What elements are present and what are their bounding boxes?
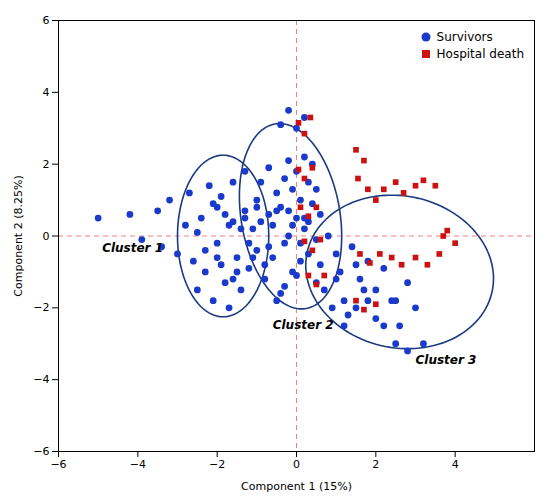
svg-text:−4: −4 [33, 373, 49, 386]
svg-text:2: 2 [372, 458, 379, 471]
svg-text:6: 6 [43, 14, 50, 27]
svg-text:4: 4 [43, 86, 50, 99]
svg-text:Component 2 (8.25%): Component 2 (8.25%) [12, 175, 25, 296]
svg-text:0: 0 [43, 230, 50, 243]
svg-text:Cluster 3: Cluster 3 [416, 353, 477, 367]
svg-text:Cluster 2: Cluster 2 [273, 318, 334, 332]
svg-text:Cluster 1: Cluster 1 [102, 241, 163, 255]
svg-text:4: 4 [452, 458, 459, 471]
html-text:Survivors: Survivors [436, 30, 493, 44]
svg-text:−6: −6 [50, 458, 66, 471]
svg-text:−4: −4 [130, 458, 146, 471]
svg-text:−2: −2 [33, 301, 49, 314]
svg-text:Component 1 (15%): Component 1 (15%) [241, 480, 352, 493]
svg-text:−2: −2 [209, 458, 225, 471]
svg-text:2: 2 [43, 158, 50, 171]
svg-text:0: 0 [293, 458, 300, 471]
svg-text:−6: −6 [33, 445, 49, 458]
html-text:Hospital death: Hospital death [436, 47, 524, 61]
